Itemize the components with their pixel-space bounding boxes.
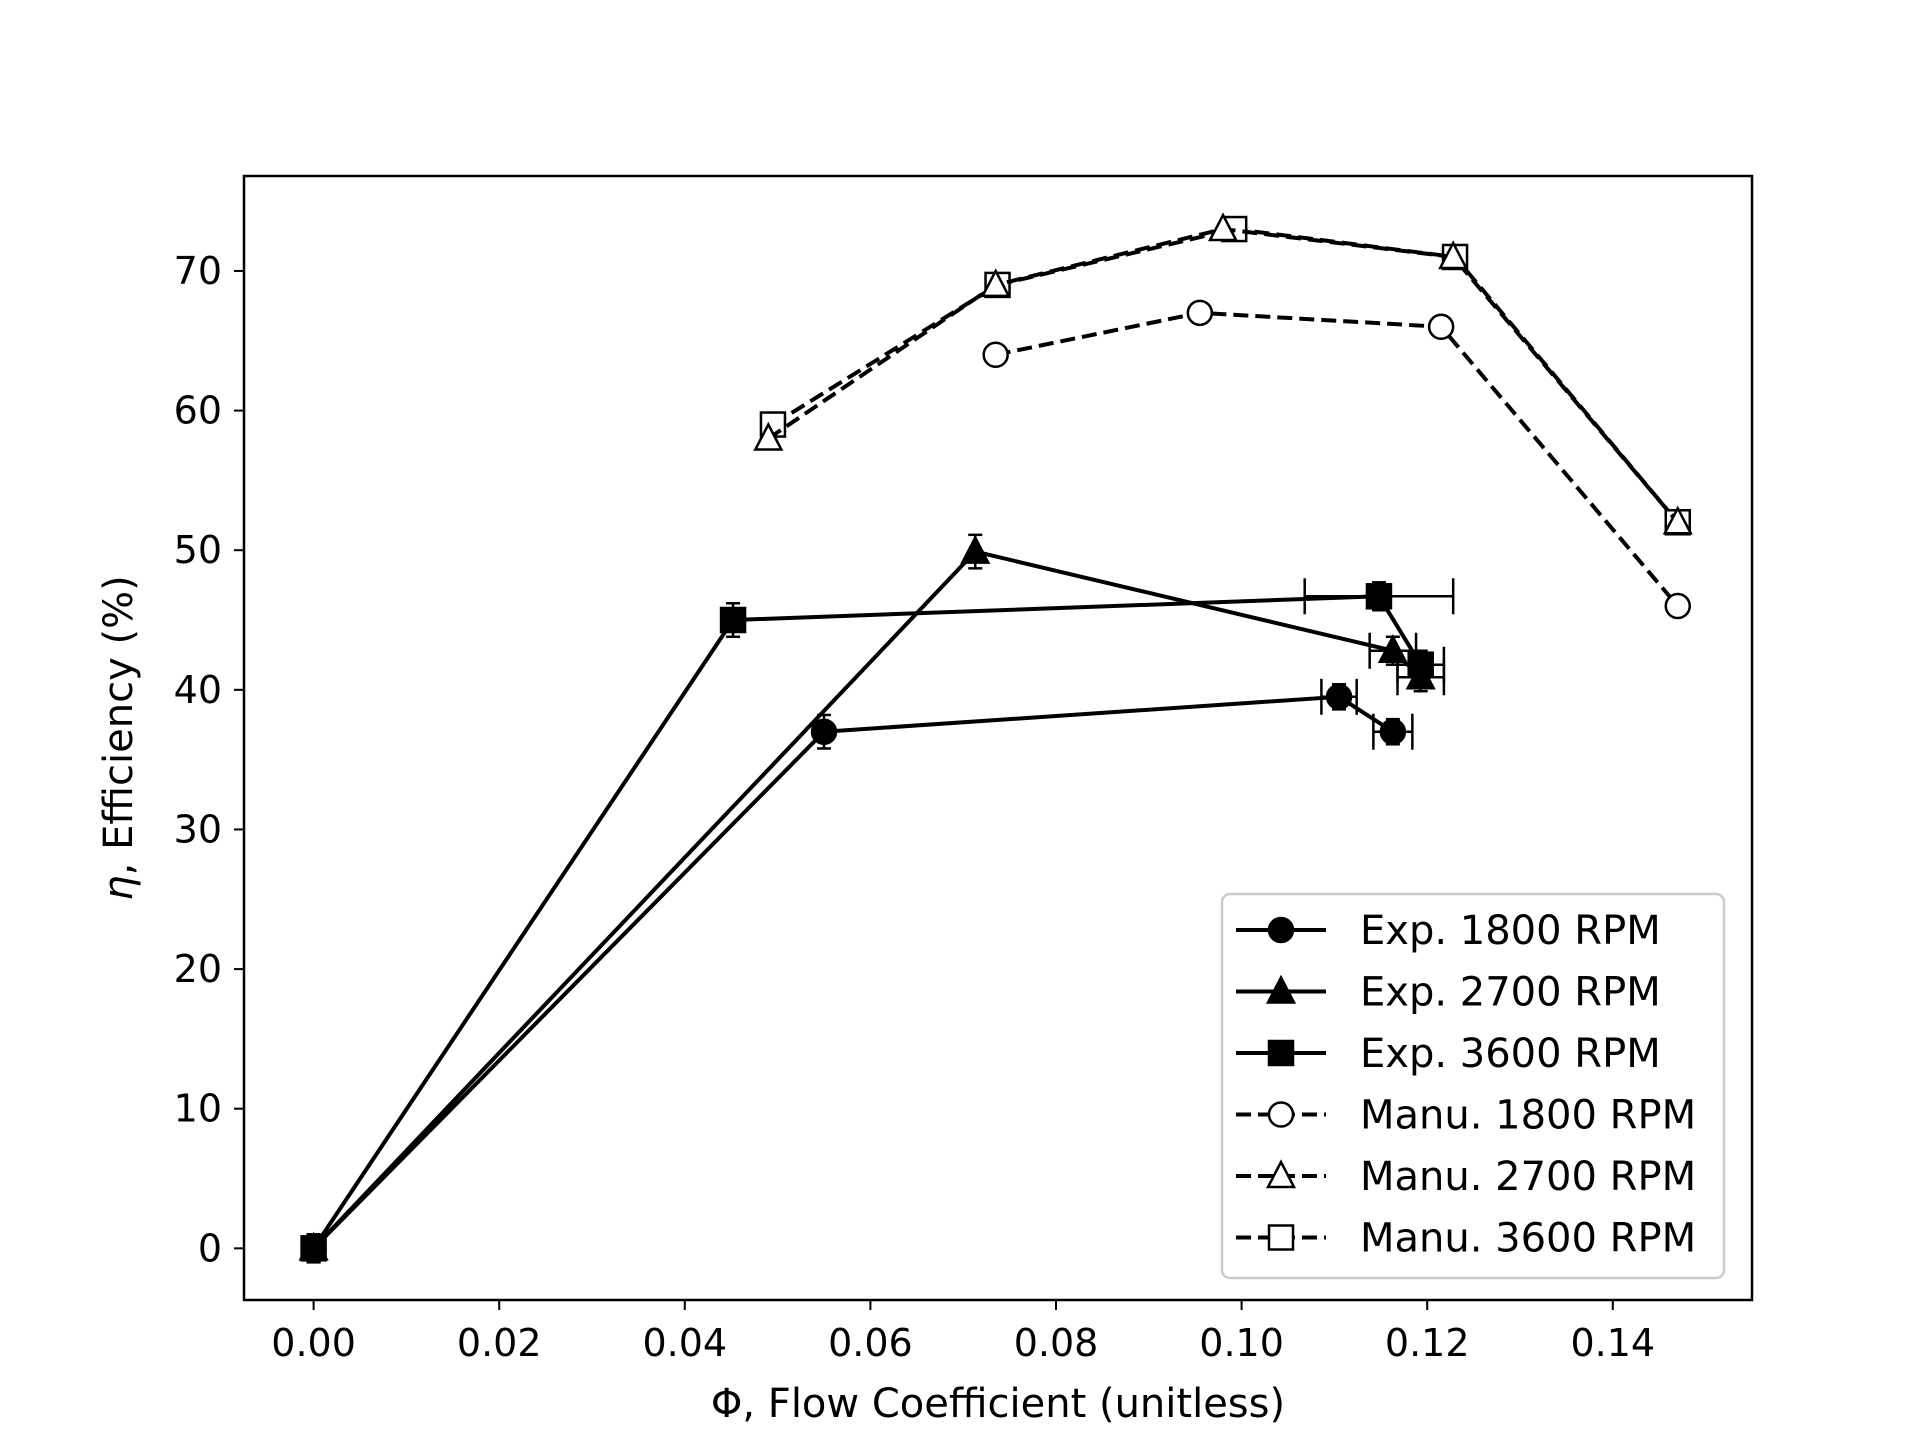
plot-frame <box>242 174 1754 1302</box>
legend-label: Exp. 2700 RPM <box>1360 970 1661 1016</box>
data-point <box>1405 660 1436 690</box>
legend-marker <box>1267 916 1295 944</box>
legend-marker <box>1267 1101 1295 1128</box>
x-tick-label: 0.00 <box>271 1321 356 1365</box>
y-tick-label: 50 <box>174 528 222 572</box>
legend-item: Manu. 1800 RPM <box>1236 1093 1696 1139</box>
series-line <box>311 594 1423 1250</box>
series-line <box>767 227 1680 524</box>
data-point <box>1662 505 1693 535</box>
y-axis-symbol: η <box>96 875 142 900</box>
legend-item: Exp. 1800 RPM <box>1236 908 1661 954</box>
y-axis-label-text: , Efficiency (%) <box>96 575 142 875</box>
data-point <box>300 1235 327 1262</box>
legend-item: Manu. 3600 RPM <box>1236 1216 1696 1262</box>
data-point <box>982 341 1009 368</box>
x-tick-label: 0.10 <box>1199 1321 1284 1365</box>
series-line <box>312 549 1423 1250</box>
legend-label: Exp. 1800 RPM <box>1360 908 1661 954</box>
data-point <box>1365 583 1393 610</box>
data-point <box>1438 240 1469 270</box>
y-axis-title: η, Efficiency (%) <box>96 575 142 900</box>
legend-item: Exp. 3600 RPM <box>1236 1031 1661 1077</box>
legend-marker <box>1267 1039 1295 1067</box>
legend-marker <box>1265 974 1297 1004</box>
y-tick-label: 60 <box>174 389 222 433</box>
y-tick-label: 40 <box>174 668 222 712</box>
legend-box <box>1220 892 1726 1280</box>
data-point <box>1377 634 1408 663</box>
legend-marker <box>1267 1224 1295 1251</box>
series-4 <box>982 299 1692 620</box>
data-point <box>1664 592 1692 620</box>
data-point <box>1186 299 1214 327</box>
data-point <box>1207 212 1239 242</box>
data-point <box>1427 313 1455 341</box>
legend-label: Manu. 1800 RPM <box>1360 1093 1696 1139</box>
y-tick-label: 0 <box>198 1226 222 1270</box>
data-point <box>810 718 838 745</box>
legend-label: Manu. 2700 RPM <box>1360 1154 1696 1200</box>
series-line <box>312 694 1394 1250</box>
series-5 <box>753 212 1693 535</box>
legend-item: Manu. 2700 RPM <box>1236 1154 1696 1200</box>
legend: Exp. 1800 RPM Exp. 2700 RPM Exp. 3600 RPM M… <box>1220 892 1726 1280</box>
x-tick-label: 0.04 <box>642 1321 727 1365</box>
legend-item: Exp. 2700 RPM <box>1236 970 1661 1016</box>
y-tick-label: 10 <box>174 1087 222 1131</box>
series-line <box>995 310 1680 608</box>
y-tick-label: 30 <box>174 807 222 851</box>
x-tick-label: 0.06 <box>828 1321 913 1365</box>
y-tick-label: 20 <box>174 947 222 991</box>
data-point <box>719 606 747 634</box>
y-tick-label: 70 <box>174 249 222 293</box>
data-point <box>960 534 991 564</box>
series-6 <box>759 215 1692 536</box>
x-tick-label: 0.02 <box>457 1321 542 1365</box>
data-point <box>753 421 784 451</box>
x-tick-label: 0.12 <box>1385 1321 1470 1365</box>
data-point <box>980 268 1011 298</box>
x-tick-label: 0.14 <box>1570 1321 1655 1365</box>
legend-label: Exp. 3600 RPM <box>1360 1031 1661 1077</box>
legend-label: Manu. 3600 RPM <box>1360 1216 1696 1262</box>
legend-marker <box>1265 1159 1297 1189</box>
data-point <box>1379 718 1407 745</box>
x-tick-label: 0.08 <box>1014 1321 1099 1365</box>
series-line <box>771 227 1680 524</box>
x-axis-title: Φ, Flow Coefficient (unitless) <box>711 1381 1285 1427</box>
series-1 <box>300 678 1414 1263</box>
data-point <box>1325 683 1353 711</box>
